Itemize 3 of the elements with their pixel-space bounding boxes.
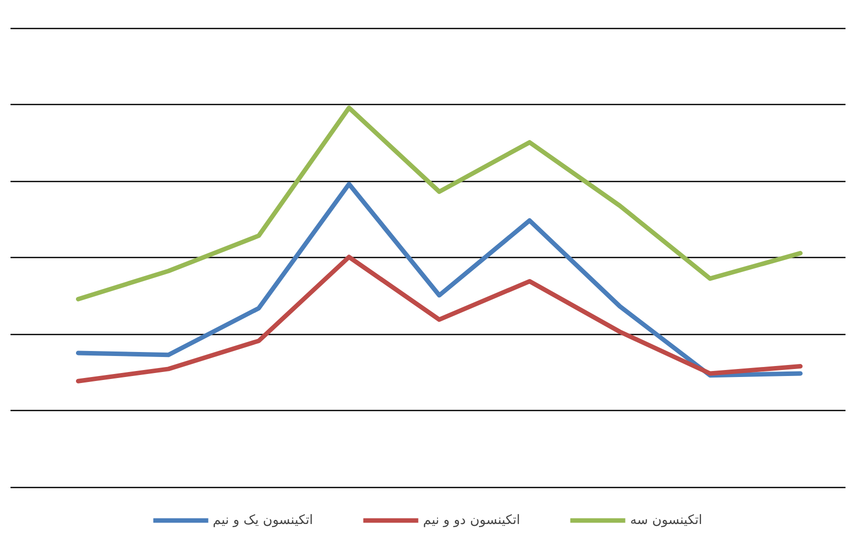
legend-label: اتکینسون دو و نیم: [423, 512, 520, 528]
legend-label: اتکینسون سه: [630, 512, 702, 528]
legend-label: اتکینسون یک و نیم: [212, 512, 314, 528]
